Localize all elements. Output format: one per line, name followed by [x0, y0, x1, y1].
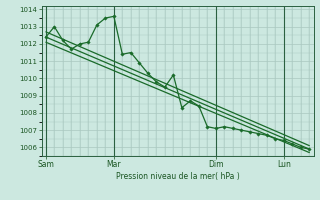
X-axis label: Pression niveau de la mer( hPa ): Pression niveau de la mer( hPa ) — [116, 172, 239, 181]
